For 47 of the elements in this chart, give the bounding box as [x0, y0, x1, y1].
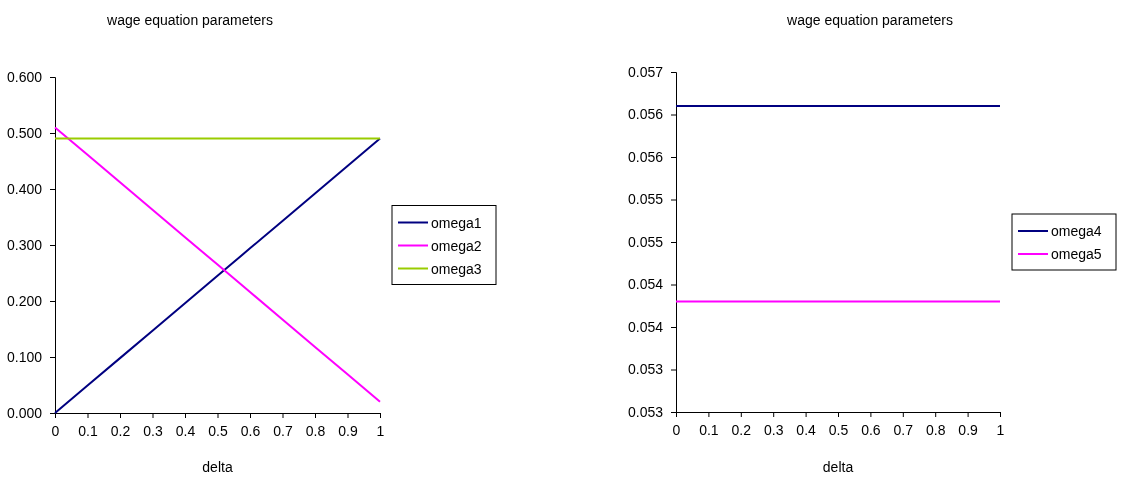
chart-title: wage equation parameters	[786, 12, 953, 28]
x-tick-label: 1	[996, 421, 1005, 438]
y-tick-label: 0.500	[6, 124, 43, 141]
legend-label: omega2	[431, 237, 482, 254]
x-tick-label: 0.2	[731, 421, 752, 438]
x-tick-label: 0.3	[143, 422, 163, 439]
legend-label: omega3	[431, 260, 482, 277]
y-tick-label: 0.055	[627, 233, 664, 250]
legend-label: omega4	[1051, 223, 1102, 239]
y-tick-label: 0.053	[627, 403, 664, 420]
y-tick-label: 0.055	[627, 191, 664, 208]
x-tick-label: 0.9	[958, 421, 979, 438]
x-tick-label: 0.6	[861, 421, 881, 438]
y-tick-label: 0.600	[6, 68, 43, 85]
x-tick-label: 0	[51, 422, 60, 439]
y-tick-label: 0.054	[627, 318, 664, 335]
x-tick-label: 0.1	[78, 422, 98, 439]
y-tick-label: 0.057	[627, 63, 664, 80]
x-tick-label: 0.5	[828, 421, 849, 438]
x-tick-label: 0.3	[763, 421, 784, 438]
x-tick-label: 0.7	[273, 422, 293, 439]
y-tick-label: 0.053	[627, 361, 664, 378]
x-tick-label: 1	[376, 422, 385, 439]
x-tick-label: 0.4	[796, 421, 817, 438]
legend-label: omega5	[1051, 246, 1102, 262]
y-tick-label: 0.100	[6, 348, 43, 365]
y-tick-label: 0.054	[627, 276, 664, 293]
x-tick-label: 0.4	[175, 422, 196, 439]
x-tick-label: 0.2	[110, 422, 131, 439]
x-tick-label: 0.7	[893, 421, 914, 438]
x-tick-label: 0.9	[338, 422, 358, 439]
y-tick-label: 0.300	[6, 236, 43, 253]
chart-title: wage equation parameters	[106, 12, 273, 28]
y-tick-label: 0.056	[627, 148, 664, 165]
x-tick-label: 0.8	[305, 422, 326, 439]
x-axis-title: delta	[822, 459, 854, 475]
y-tick-label: 0.000	[6, 404, 43, 421]
y-tick-label: 0.056	[627, 106, 664, 123]
x-tick-label: 0.5	[208, 422, 228, 439]
y-tick-label: 0.400	[6, 180, 43, 197]
x-axis-title: delta	[202, 459, 233, 475]
y-tick-label: 0.200	[6, 292, 43, 309]
x-tick-label: 0.6	[240, 422, 261, 439]
legend-label: omega1	[431, 214, 482, 231]
x-tick-label: 0.1	[699, 421, 719, 438]
x-tick-label: 0	[672, 421, 681, 438]
x-tick-label: 0.8	[925, 421, 946, 438]
